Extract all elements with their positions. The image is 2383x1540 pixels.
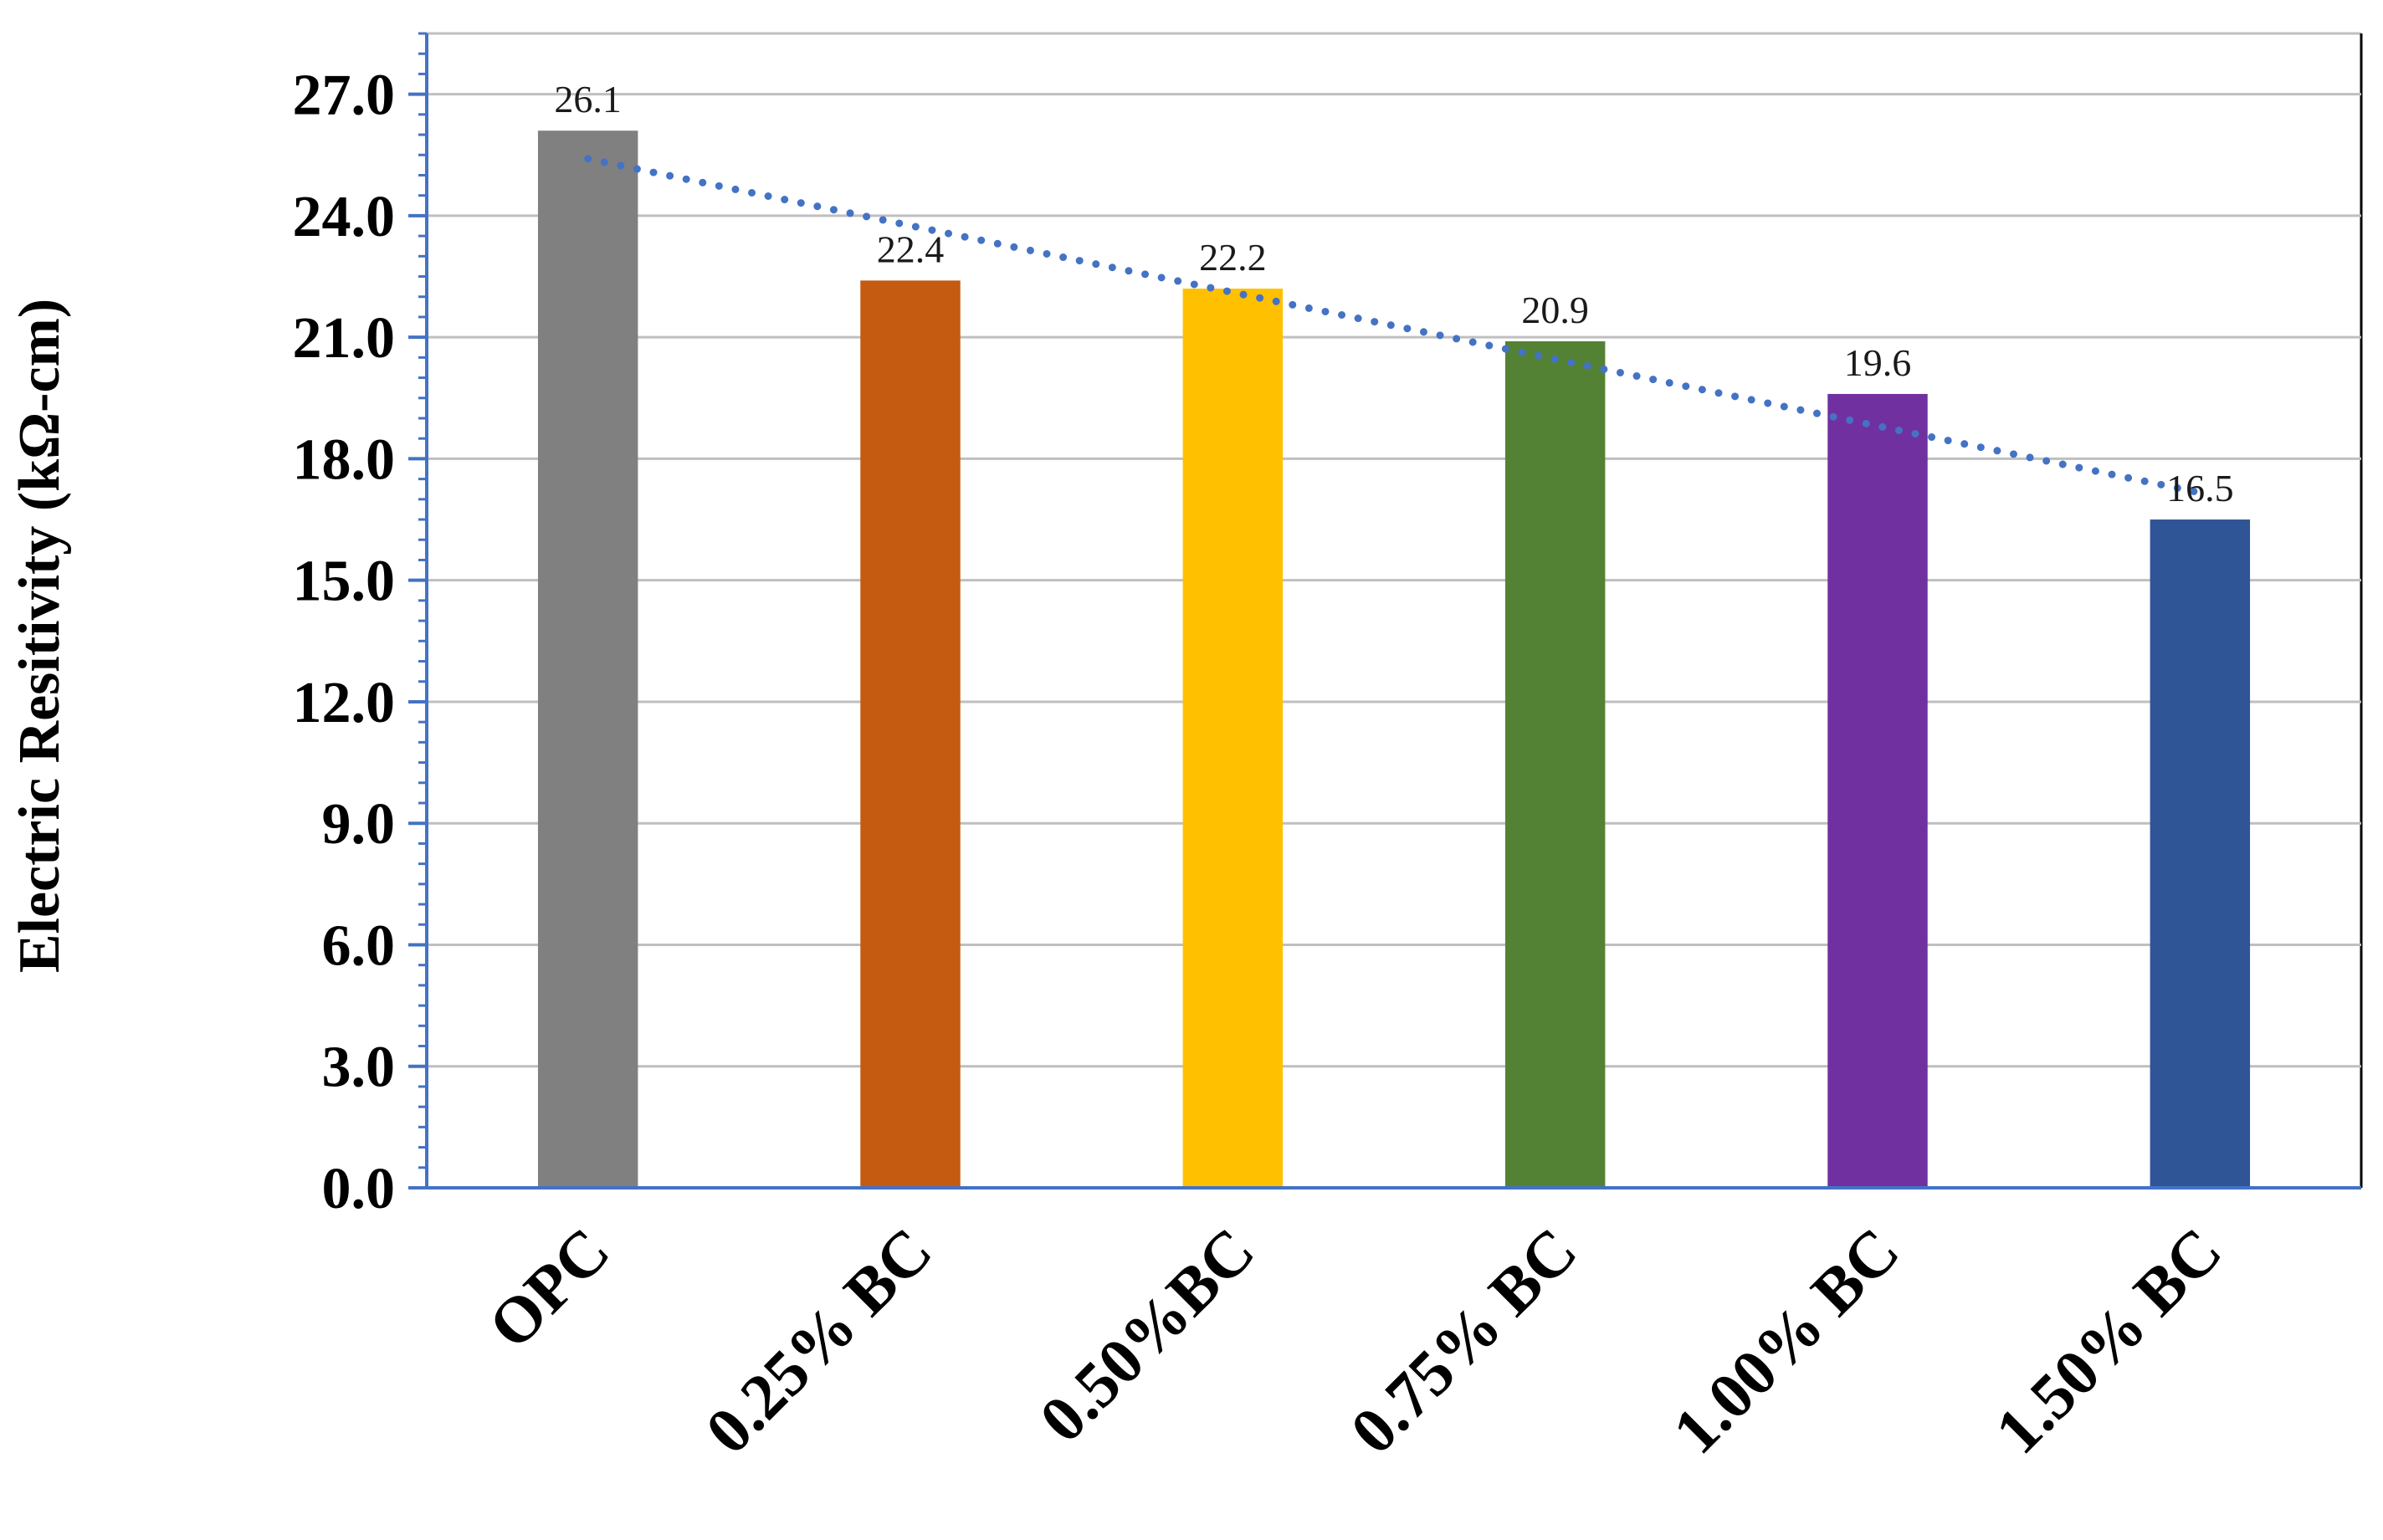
y-tick-label: 15.0 <box>293 550 396 614</box>
y-tick-label: 24.0 <box>293 185 396 249</box>
x-category-label: 1.50% BC <box>1981 1214 2236 1468</box>
bar <box>537 130 638 1188</box>
y-tick-label: 12.0 <box>293 671 396 735</box>
data-labels: 26.1 22.4 22.2 20.9 19.6 16.5 <box>554 78 2233 509</box>
y-tick-label: 21.0 <box>293 306 396 371</box>
x-category-labels: OPC 0.25% BC 0.50%BC 0.75% BC 1.00% BC 1.50% … <box>474 1214 2236 1468</box>
trendline <box>584 155 2204 497</box>
bar <box>860 280 961 1188</box>
bar <box>1182 289 1284 1189</box>
y-tick-label: 9.0 <box>322 792 396 857</box>
bar <box>2150 519 2251 1188</box>
y-tick-label: 27.0 <box>293 64 396 128</box>
y-tick-label: 6.0 <box>322 913 396 978</box>
bar <box>1504 341 1606 1188</box>
bars <box>537 130 2251 1189</box>
data-label: 26.1 <box>554 78 622 120</box>
data-label: 16.5 <box>2166 467 2234 509</box>
x-category-label: 0.50%BC <box>1026 1214 1268 1456</box>
y-axis-title: Electric Resitivity (kΩ-cm) <box>8 299 72 973</box>
data-label: 19.6 <box>1844 341 1912 384</box>
y-tick-labels: 0.0 3.0 6.0 9.0 12.0 15.0 18.0 21.0 24.0 27.0 <box>293 64 396 1221</box>
trendline-group <box>584 155 2204 497</box>
x-category-label: OPC <box>474 1214 623 1363</box>
x-category-label: 1.00% BC <box>1658 1214 1913 1468</box>
gridlines <box>427 32 2363 1188</box>
data-label: 22.4 <box>877 228 945 270</box>
y-tick-label: 18.0 <box>293 427 396 492</box>
x-category-label: 0.25% BC <box>691 1214 946 1468</box>
bar <box>1827 393 1928 1188</box>
axes <box>408 33 2361 1190</box>
data-label: 20.9 <box>1521 289 1589 331</box>
y-tick-label: 3.0 <box>322 1036 396 1100</box>
data-label: 22.2 <box>1199 236 1267 279</box>
y-tick-label: 0.0 <box>322 1157 396 1221</box>
x-category-label: 0.75% BC <box>1336 1214 1591 1468</box>
